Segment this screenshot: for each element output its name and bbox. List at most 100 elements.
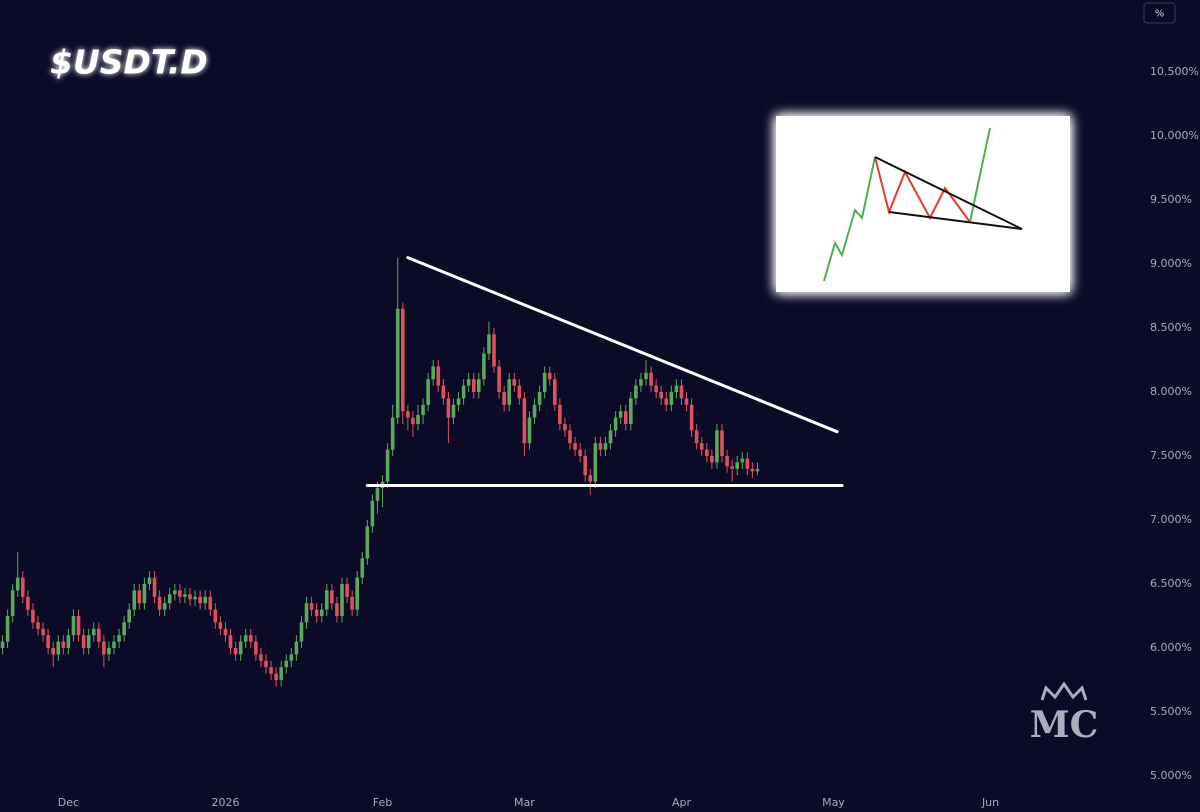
candle-body [309, 603, 314, 610]
candle-body [436, 366, 441, 386]
candle-body [41, 628, 45, 636]
y-tick-label: 5.000% [1150, 769, 1192, 782]
candle-body [112, 641, 116, 648]
candle-body [740, 458, 745, 463]
candle-body [360, 558, 365, 578]
candle-body [173, 590, 177, 595]
candle-body [730, 466, 734, 469]
candle-body [482, 353, 486, 380]
x-tick-label: Feb [373, 796, 392, 809]
candle-body [750, 468, 755, 472]
candle-body [188, 594, 192, 600]
candle-body [431, 366, 435, 380]
candle-body [542, 372, 547, 392]
candle-body [401, 308, 405, 412]
unit-button-label[interactable]: % [1155, 9, 1165, 20]
candle-body [735, 462, 739, 469]
x-tick-label: Apr [672, 796, 692, 809]
candle-body [223, 628, 228, 636]
candle-body [497, 366, 501, 392]
candle-body [15, 577, 20, 591]
candle-body [517, 385, 522, 399]
x-tick-label: Dec [58, 796, 79, 809]
candle-body [259, 654, 263, 661]
candle-body [370, 500, 375, 527]
candle-body [0, 641, 5, 648]
candle-body [213, 609, 218, 623]
candle-body [71, 616, 76, 636]
candle-body [233, 648, 238, 655]
candle-body [319, 609, 324, 616]
candle-body [603, 443, 608, 450]
candle-body [694, 430, 699, 444]
candle-body [659, 392, 663, 399]
candle-body [208, 596, 213, 610]
candle-body [203, 596, 207, 604]
candle-body [254, 641, 258, 655]
candle-body [644, 372, 648, 380]
candle-body [629, 398, 633, 424]
candle-body [664, 398, 669, 405]
candle-body [720, 430, 724, 456]
trend-line [406, 256, 839, 434]
candle-body [340, 584, 344, 616]
unit-button[interactable]: % [1143, 2, 1176, 24]
candle-body [705, 449, 709, 456]
candle-body [81, 635, 86, 648]
candle-body [162, 603, 167, 610]
candle-body [634, 385, 638, 399]
candle-body [527, 417, 532, 444]
candle-body [553, 379, 557, 405]
y-tick-label: 6.000% [1150, 641, 1192, 654]
x-tick-label: May [822, 796, 845, 809]
candle-body [294, 641, 299, 655]
candle-body [583, 456, 587, 476]
candle-body [456, 398, 461, 405]
candle-body [157, 596, 162, 610]
x-tick-label: Jun [981, 796, 999, 809]
candle-body [36, 622, 40, 629]
candle-body [390, 417, 395, 450]
candle-body [243, 635, 248, 642]
candle-body [710, 456, 714, 463]
candle-body [91, 628, 96, 636]
plot [0, 256, 844, 687]
candle-body [355, 577, 359, 610]
candle-body [51, 648, 55, 655]
candle-body [568, 430, 572, 444]
candle-body [299, 622, 304, 642]
candle-body [218, 622, 223, 629]
watermark: MC [1030, 681, 1098, 746]
candle-body [61, 641, 66, 648]
pattern-inset [776, 116, 1070, 292]
y-tick-label: 7.500% [1150, 449, 1192, 462]
candle-body [167, 594, 172, 604]
candle-body [345, 584, 349, 597]
y-tick-label: 8.000% [1150, 385, 1192, 398]
candle-body [674, 385, 679, 392]
candle-body [284, 660, 289, 668]
candle-body [330, 590, 334, 604]
candle-body [563, 424, 567, 431]
candle-body [335, 603, 339, 616]
candle-body [350, 596, 354, 610]
candle-body [325, 590, 329, 610]
unit-button-box[interactable] [1143, 2, 1176, 24]
candle-body [451, 404, 456, 418]
candle-body [132, 590, 137, 610]
inset-breakout [969, 127, 991, 223]
candle-body [547, 372, 552, 380]
candle-body [385, 449, 390, 482]
candle-body [471, 379, 476, 392]
candle-body [461, 385, 466, 399]
candle-body [304, 603, 309, 623]
candle-body [137, 590, 142, 604]
candle-body [279, 667, 283, 680]
candle-body [31, 609, 35, 623]
candle-body [421, 404, 425, 416]
candle-body [477, 379, 481, 392]
candle-body [183, 594, 187, 597]
candle-body [76, 616, 81, 636]
